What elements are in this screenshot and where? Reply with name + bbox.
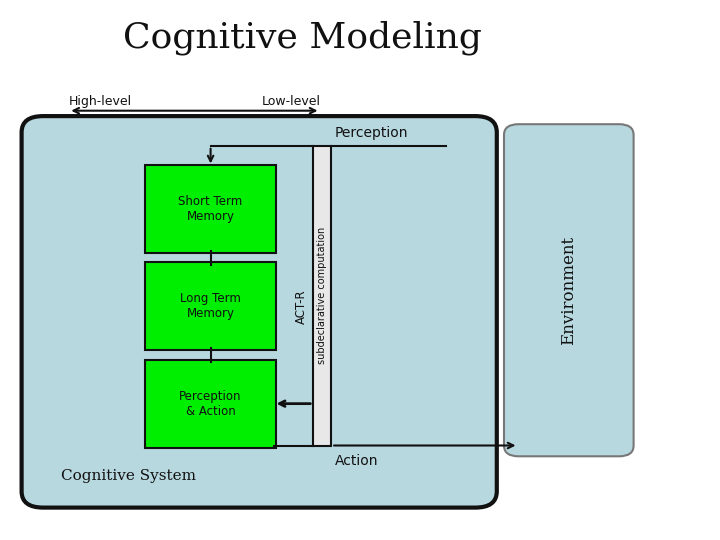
FancyBboxPatch shape <box>145 262 276 350</box>
Text: Short Term
Memory: Short Term Memory <box>179 195 243 223</box>
FancyBboxPatch shape <box>22 116 497 508</box>
FancyBboxPatch shape <box>504 124 634 456</box>
FancyBboxPatch shape <box>145 165 276 253</box>
Text: Cognitive System: Cognitive System <box>61 469 196 483</box>
Text: subdeclarative computation: subdeclarative computation <box>318 227 327 364</box>
Text: ACT-R: ACT-R <box>294 289 307 324</box>
Text: Cognitive Modeling: Cognitive Modeling <box>123 21 482 55</box>
Text: Perception
& Action: Perception & Action <box>179 390 242 417</box>
Text: Perception: Perception <box>335 126 408 140</box>
Bar <box>313 146 331 446</box>
Text: Environment: Environment <box>560 235 577 345</box>
FancyBboxPatch shape <box>145 360 276 448</box>
Text: Low-level: Low-level <box>261 95 320 108</box>
Text: High-level: High-level <box>68 95 132 108</box>
Text: Action: Action <box>335 454 378 468</box>
Text: Long Term
Memory: Long Term Memory <box>180 293 241 320</box>
